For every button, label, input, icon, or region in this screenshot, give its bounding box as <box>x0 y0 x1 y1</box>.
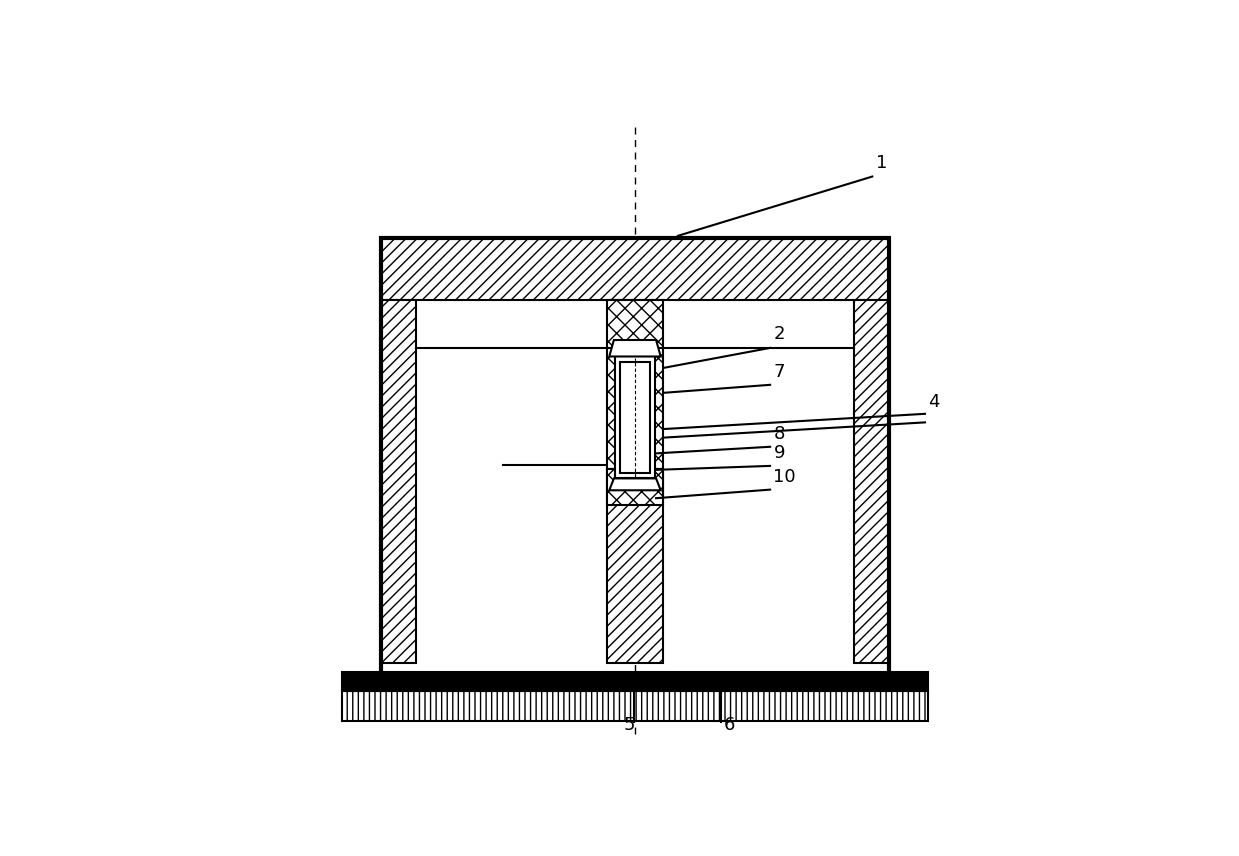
Bar <box>607 300 663 468</box>
Bar <box>342 672 928 691</box>
Text: 5: 5 <box>623 716 636 734</box>
Bar <box>854 300 888 663</box>
Polygon shape <box>610 340 660 356</box>
Text: 8: 8 <box>773 425 784 443</box>
Polygon shape <box>610 479 660 490</box>
Bar <box>382 238 888 300</box>
Text: 6: 6 <box>724 716 735 734</box>
Bar <box>382 238 888 686</box>
Bar <box>382 238 888 686</box>
Bar <box>620 362 650 473</box>
Bar <box>615 356 655 479</box>
Bar <box>342 672 928 691</box>
Text: 9: 9 <box>773 444 784 462</box>
Bar <box>342 691 928 721</box>
Bar <box>607 468 663 505</box>
Text: 4: 4 <box>928 393 940 411</box>
Text: 1: 1 <box>876 154 887 172</box>
Bar <box>416 270 854 663</box>
Text: 7: 7 <box>773 363 784 381</box>
Text: 2: 2 <box>773 325 784 343</box>
Text: 10: 10 <box>773 467 795 485</box>
Bar <box>607 468 663 663</box>
Bar <box>382 300 416 663</box>
